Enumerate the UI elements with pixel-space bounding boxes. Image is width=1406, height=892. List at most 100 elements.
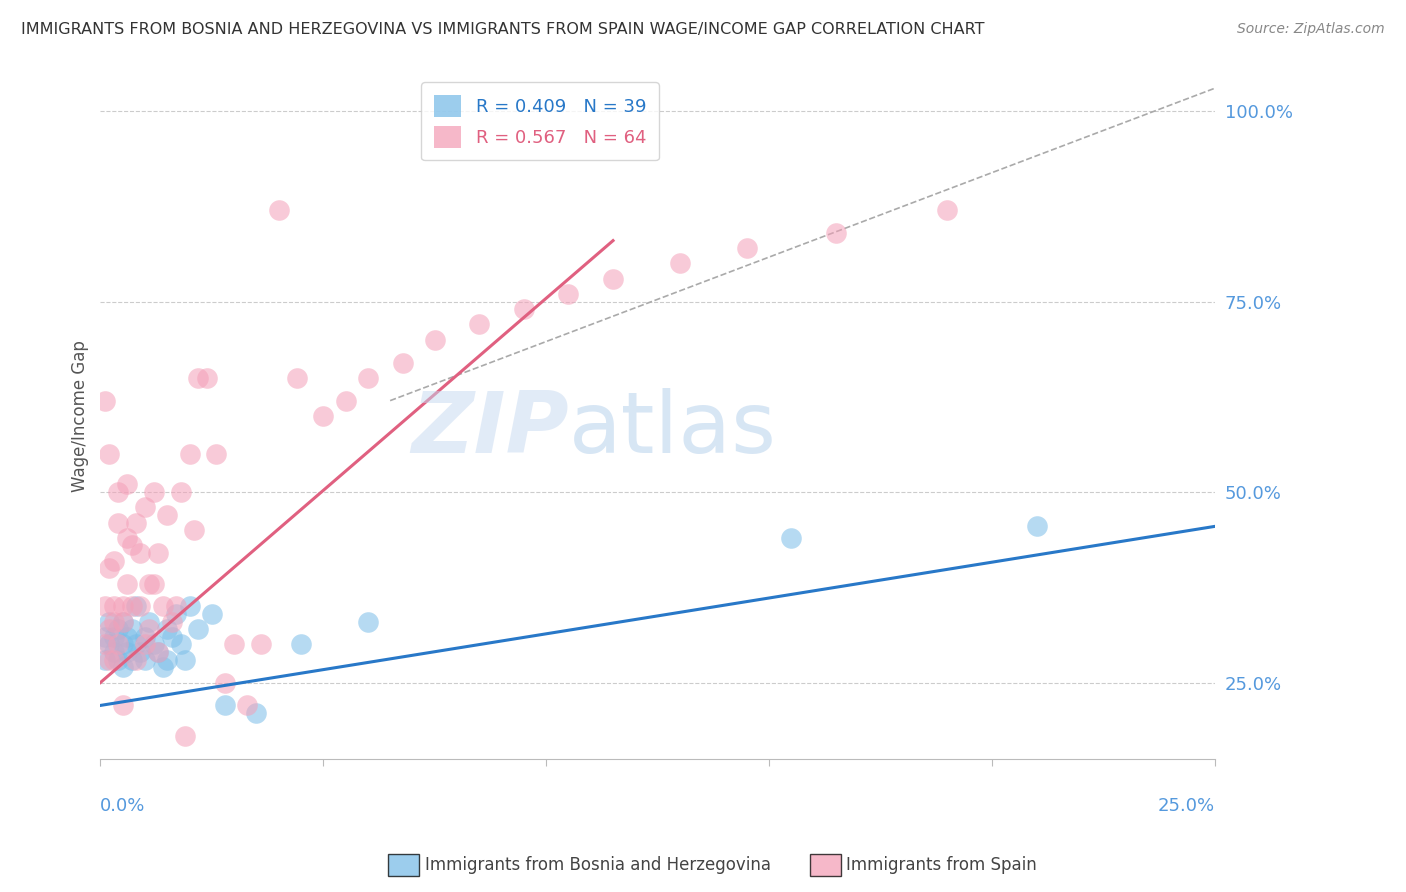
Point: [103, 630, 125, 644]
Point: [129, 645, 152, 659]
Point: [134, 638, 156, 652]
Point: [156, 653, 179, 667]
Point: [111, 615, 134, 629]
Point: [142, 485, 165, 500]
Point: [125, 516, 148, 530]
Point: [115, 477, 138, 491]
Point: [183, 523, 205, 537]
Point: [134, 630, 156, 644]
Point: [107, 622, 129, 636]
Point: [98, 638, 121, 652]
Point: [107, 638, 129, 652]
Point: [115, 531, 138, 545]
Point: [121, 622, 143, 636]
Point: [669, 256, 692, 270]
Point: [165, 607, 187, 621]
Point: [825, 226, 848, 240]
Point: [602, 271, 624, 285]
Point: [98, 622, 121, 636]
Point: [111, 660, 134, 674]
Point: [129, 546, 152, 560]
Point: [125, 653, 148, 667]
Point: [152, 660, 174, 674]
Point: [357, 615, 380, 629]
Point: [735, 241, 758, 255]
Point: [98, 653, 121, 667]
Point: [513, 302, 536, 317]
Point: [187, 371, 209, 385]
Text: Immigrants from Spain: Immigrants from Spain: [846, 855, 1038, 874]
Point: [222, 638, 245, 652]
Point: [179, 599, 201, 614]
Point: [142, 638, 165, 652]
Point: [125, 638, 148, 652]
Point: [174, 653, 197, 667]
Point: [94, 599, 117, 614]
Point: [156, 508, 179, 522]
Point: [115, 630, 138, 644]
Point: [214, 698, 236, 713]
Point: [156, 622, 179, 636]
Point: [174, 729, 197, 743]
Point: [134, 500, 156, 515]
Point: [250, 638, 273, 652]
Point: [169, 485, 191, 500]
Point: [165, 599, 187, 614]
Point: [160, 615, 183, 629]
Point: [780, 531, 803, 545]
Point: [179, 447, 201, 461]
Text: Source: ZipAtlas.com: Source: ZipAtlas.com: [1237, 22, 1385, 37]
Point: [392, 355, 415, 369]
Point: [111, 698, 134, 713]
Y-axis label: Wage/Income Gap: Wage/Income Gap: [72, 340, 89, 491]
Point: [107, 516, 129, 530]
Point: [125, 599, 148, 614]
Point: [94, 630, 117, 644]
Point: [357, 371, 380, 385]
Text: Immigrants from Bosnia and Herzegovina: Immigrants from Bosnia and Herzegovina: [425, 855, 770, 874]
Point: [557, 287, 579, 301]
Point: [111, 615, 134, 629]
Point: [129, 599, 152, 614]
Point: [94, 653, 117, 667]
Point: [98, 447, 121, 461]
Point: [94, 638, 117, 652]
Point: [142, 576, 165, 591]
Point: [103, 599, 125, 614]
Point: [103, 554, 125, 568]
Point: [195, 371, 218, 385]
Point: [103, 645, 125, 659]
Point: [285, 371, 308, 385]
Point: [1025, 519, 1047, 533]
Point: [98, 615, 121, 629]
Point: [138, 576, 160, 591]
Point: [214, 675, 236, 690]
Point: [187, 622, 209, 636]
Text: atlas: atlas: [568, 388, 776, 471]
Point: [115, 645, 138, 659]
Point: [290, 638, 312, 652]
Point: [423, 333, 446, 347]
Point: [148, 645, 170, 659]
Point: [121, 538, 143, 552]
Point: [335, 393, 357, 408]
Text: 0.0%: 0.0%: [100, 797, 146, 814]
Point: [134, 653, 156, 667]
Point: [103, 653, 125, 667]
Point: [107, 485, 129, 500]
Point: [312, 409, 335, 423]
Point: [236, 698, 259, 713]
Point: [111, 599, 134, 614]
Point: [267, 203, 290, 218]
Point: [468, 318, 491, 332]
Point: [138, 615, 160, 629]
Text: 25.0%: 25.0%: [1157, 797, 1215, 814]
Point: [148, 546, 170, 560]
Point: [138, 622, 160, 636]
Point: [107, 653, 129, 667]
Point: [169, 638, 191, 652]
Point: [94, 393, 117, 408]
Point: [121, 653, 143, 667]
Point: [936, 203, 959, 218]
Point: [160, 630, 183, 644]
